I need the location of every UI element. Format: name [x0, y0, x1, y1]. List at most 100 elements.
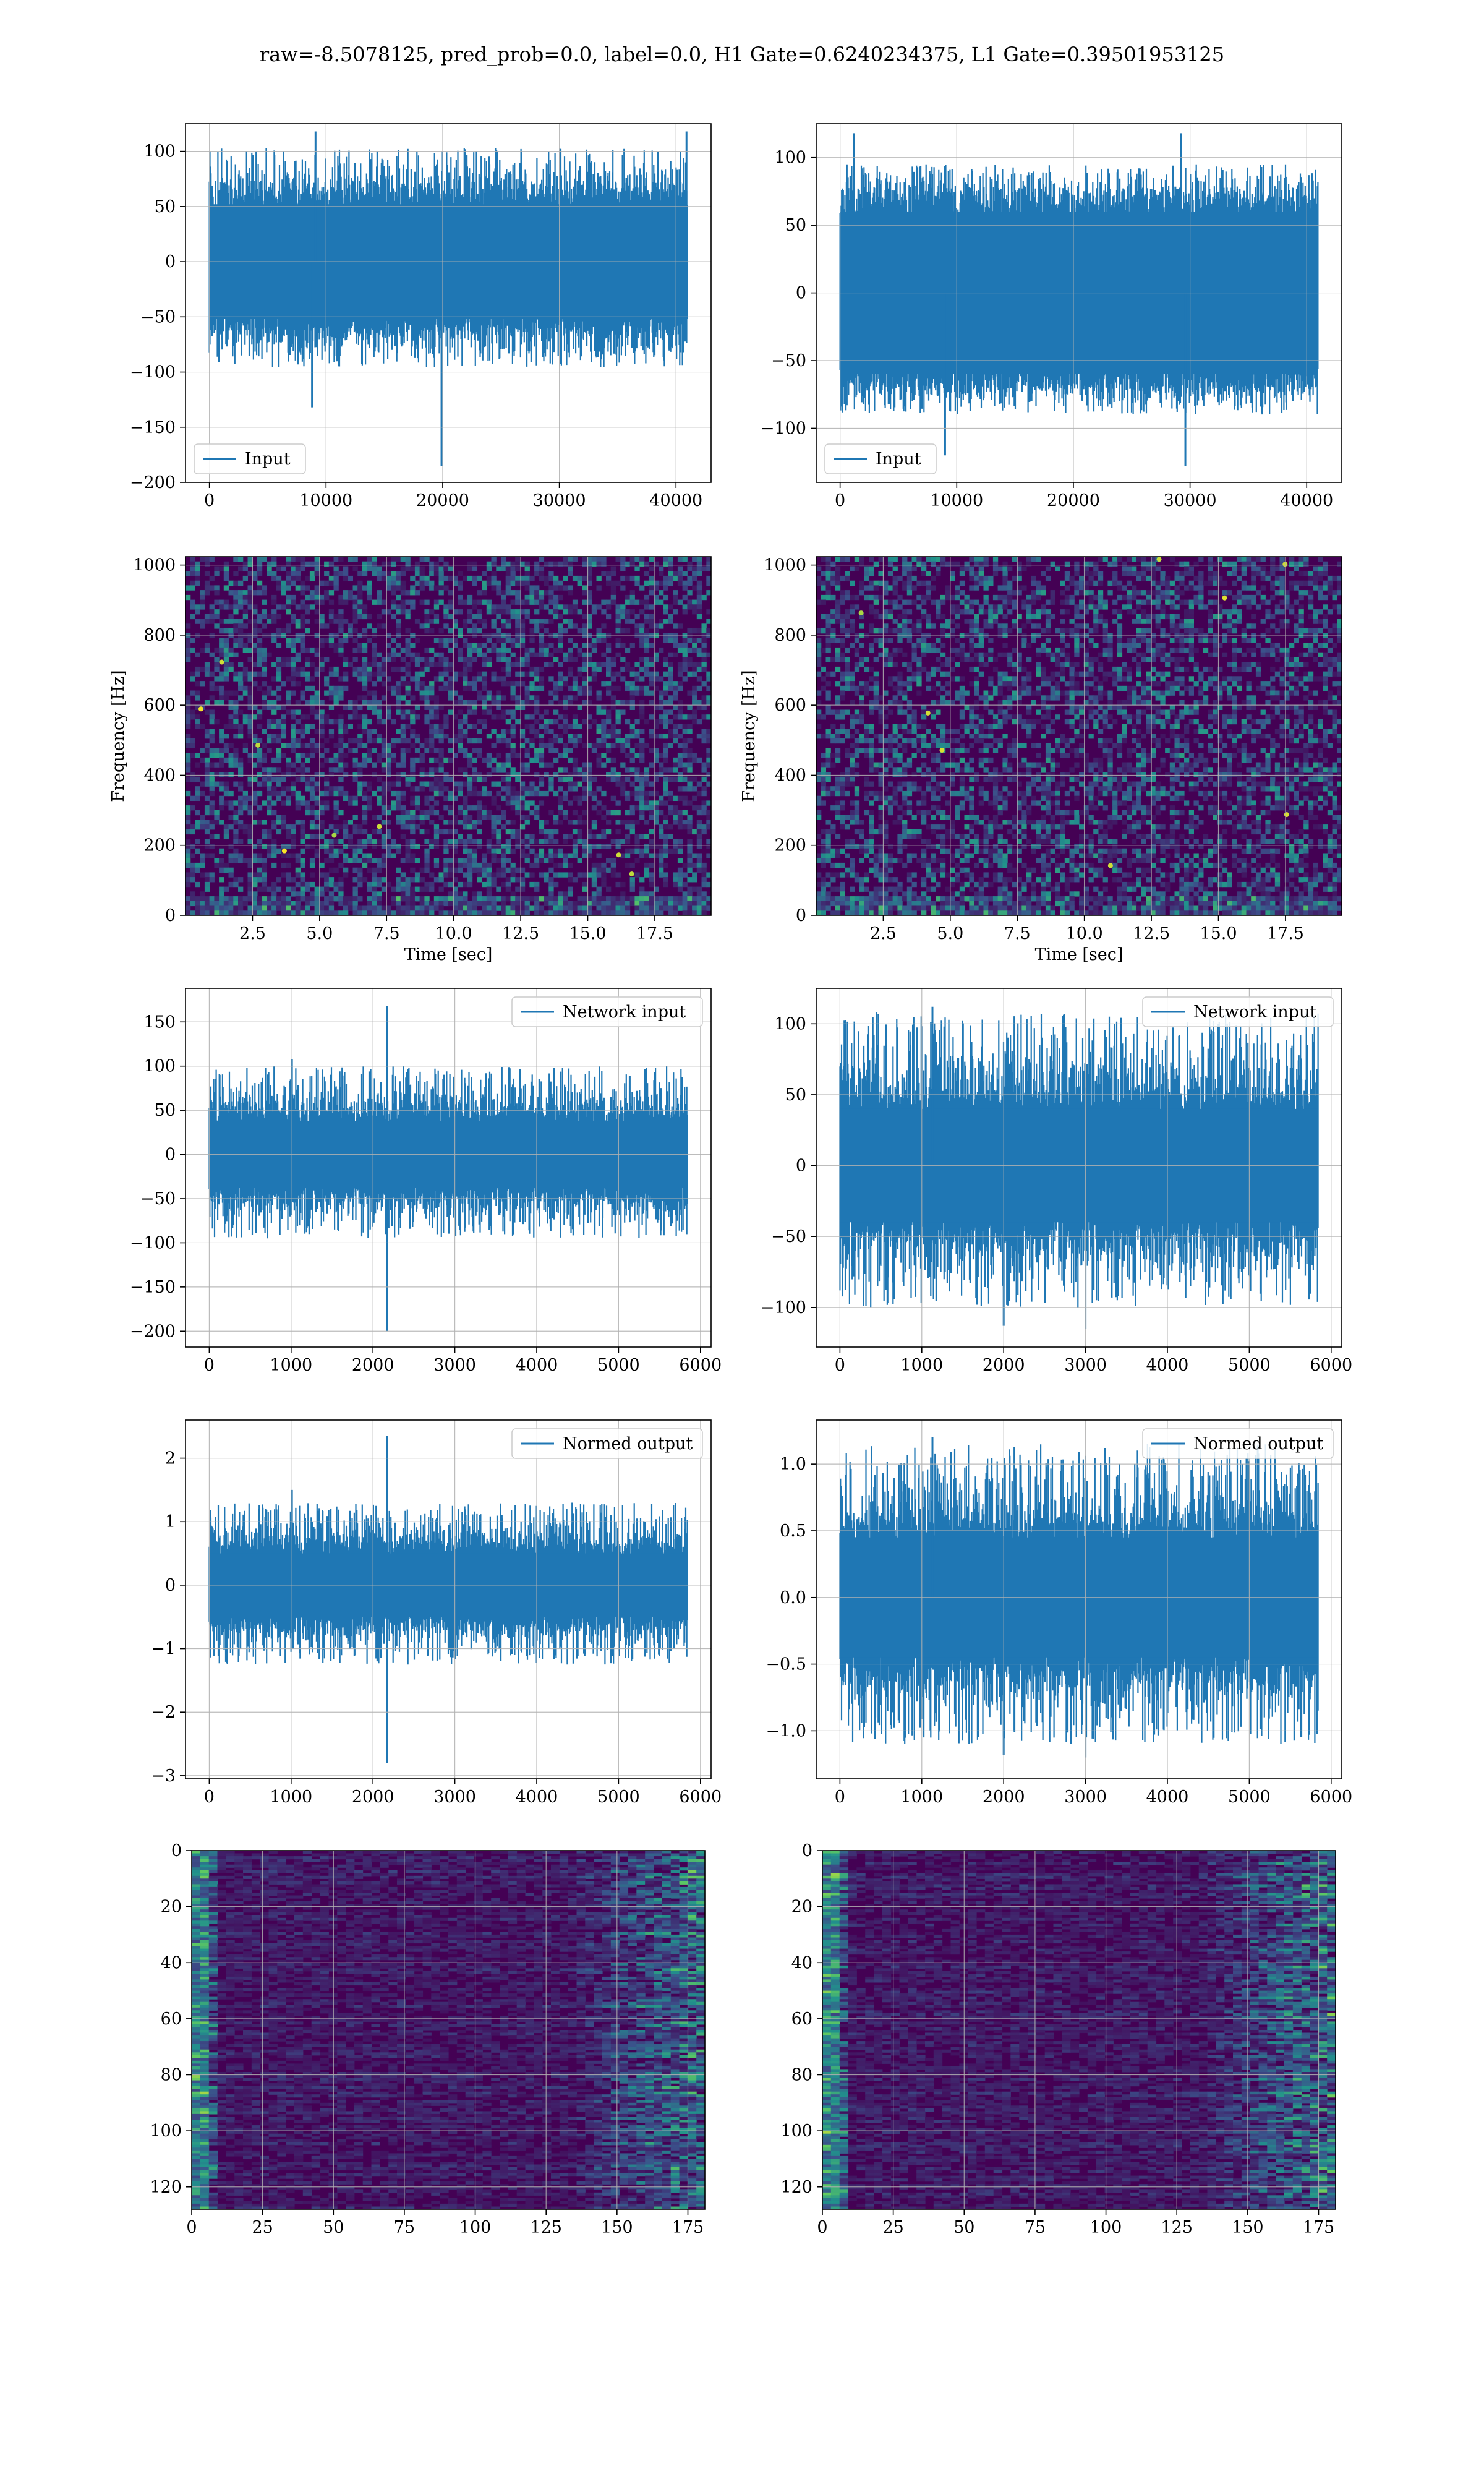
heatmap-cell [467, 790, 473, 797]
heatmap-cell [424, 810, 430, 816]
heatmap-cell [639, 709, 645, 715]
heatmap-cell [1232, 566, 1237, 571]
heatmap-cell [324, 829, 330, 835]
heatmap-cell [271, 561, 277, 567]
heatmap-cell [491, 872, 497, 878]
heatmap-cell [200, 910, 205, 915]
heatmap-cell [644, 618, 650, 624]
heatmap-cell [501, 776, 506, 782]
heatmap-cell [381, 800, 387, 806]
heatmap-cell [400, 590, 406, 596]
heatmap-cell [309, 844, 315, 849]
heatmap-cell [1289, 585, 1295, 591]
heatmap-cell [391, 599, 396, 605]
heatmap-cell [443, 671, 449, 677]
heatmap-cell [319, 805, 325, 811]
heatmap-cell [1193, 575, 1199, 581]
heatmap-cell [548, 776, 554, 782]
heatmap-cell [677, 762, 683, 768]
heatmap-cell [510, 643, 516, 648]
heatmap-cell [563, 891, 568, 897]
heatmap-cell [673, 724, 678, 729]
heatmap-cell [438, 685, 444, 691]
heatmap-cell [1251, 580, 1256, 586]
heatmap-cell [534, 753, 540, 758]
heatmap-cell [372, 566, 377, 571]
heatmap-cell [1303, 571, 1309, 576]
heatmap-cell [467, 685, 473, 691]
heatmap-cell [553, 853, 559, 858]
heatmap-cell [281, 790, 286, 797]
heatmap-cell [405, 566, 411, 571]
heatmap-cell [978, 575, 984, 581]
heatmap-cell [496, 714, 501, 720]
heatmap-cell [625, 743, 631, 748]
heatmap-cell [701, 762, 707, 768]
heatmap-cell [396, 609, 401, 615]
heatmap-cell [438, 762, 444, 768]
heatmap-cell [501, 609, 506, 615]
heatmap-cell [505, 561, 511, 567]
heatmap-cell [262, 743, 267, 748]
heatmap-cell [295, 867, 301, 873]
heatmap-cell [247, 734, 253, 739]
heatmap-cell [510, 848, 516, 854]
heatmap-cell [649, 896, 654, 902]
heatmap-cell [835, 580, 841, 586]
heatmap-cell [505, 858, 511, 863]
heatmap-cell [563, 585, 568, 591]
heatmap-cell [267, 805, 272, 811]
heatmap-cell [343, 618, 349, 624]
heatmap-cell [400, 896, 406, 902]
heatmap-cell [381, 571, 387, 576]
heatmap-cell [582, 901, 587, 907]
heatmap-cell [677, 844, 683, 849]
heatmap-cell [333, 647, 339, 653]
heatmap-cell [591, 609, 597, 615]
heatmap-cell [463, 618, 468, 624]
heatmap-cell [505, 776, 511, 782]
heatmap-cell [825, 594, 831, 601]
heatmap-cell [333, 695, 339, 701]
heatmap-cell [496, 690, 501, 696]
heatmap-cell [629, 561, 635, 567]
heatmap-cell [558, 795, 563, 801]
heatmap-cell [343, 743, 349, 748]
heatmap-cell [505, 609, 511, 615]
heatmap-cell [1064, 575, 1070, 581]
heatmap-cell [305, 628, 310, 634]
heatmap-cell [625, 848, 631, 854]
legend-label: Input [876, 450, 921, 469]
heatmap-cell [1127, 580, 1132, 586]
heatmap-cell [352, 609, 358, 615]
heatmap-cell [519, 905, 526, 911]
heatmap-cell [544, 910, 549, 915]
heatmap-cell [591, 748, 597, 753]
heatmap-hotspot [377, 824, 382, 829]
heatmap-cell [701, 628, 707, 634]
heatmap-cell [238, 638, 244, 643]
heatmap-cell [644, 891, 650, 897]
heatmap-cell [343, 795, 349, 801]
heatmap-cell [309, 604, 315, 610]
heatmap-cell [362, 604, 368, 610]
heatmap-cell [319, 872, 325, 878]
heatmap-cell [577, 609, 582, 615]
heatmap-cell [659, 618, 664, 624]
heatmap-cell [577, 834, 582, 839]
heatmap-cell [200, 604, 205, 610]
heatmap-cell [654, 671, 659, 677]
heatmap-cell [262, 753, 267, 758]
heatmap-cell [252, 647, 258, 653]
heatmap-cell [501, 566, 506, 571]
heatmap-cell [223, 585, 229, 591]
heatmap-cell [414, 590, 420, 596]
heatmap-cell [262, 633, 267, 638]
heatmap-cell [438, 729, 444, 734]
heatmap-cell [568, 776, 573, 782]
heatmap-cell [606, 905, 612, 911]
heatmap-cell [1098, 590, 1104, 596]
heatmap-cell [324, 858, 330, 863]
heatmap-cell [539, 776, 545, 782]
heatmap-cell [410, 786, 416, 792]
